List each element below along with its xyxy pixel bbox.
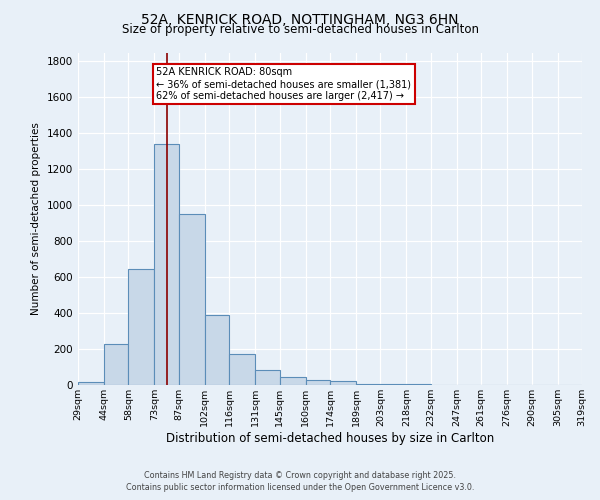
Bar bbox=[128, 269, 154, 385]
Text: Size of property relative to semi-detached houses in Carlton: Size of property relative to semi-detach… bbox=[121, 22, 479, 36]
Bar bbox=[255, 370, 280, 385]
Bar bbox=[406, 384, 431, 385]
Bar bbox=[154, 144, 179, 385]
Bar bbox=[78, 382, 104, 385]
Bar bbox=[356, 384, 380, 385]
Bar bbox=[205, 315, 229, 385]
Bar bbox=[380, 384, 406, 385]
Bar bbox=[104, 344, 128, 385]
Text: Contains HM Land Registry data © Crown copyright and database right 2025.
Contai: Contains HM Land Registry data © Crown c… bbox=[126, 471, 474, 492]
Bar bbox=[330, 382, 356, 385]
Bar bbox=[229, 354, 255, 385]
Bar bbox=[305, 380, 330, 385]
X-axis label: Distribution of semi-detached houses by size in Carlton: Distribution of semi-detached houses by … bbox=[166, 432, 494, 444]
Bar bbox=[179, 214, 205, 385]
Text: 52A KENRICK ROAD: 80sqm
← 36% of semi-detached houses are smaller (1,381)
62% of: 52A KENRICK ROAD: 80sqm ← 36% of semi-de… bbox=[156, 68, 411, 100]
Bar bbox=[280, 376, 305, 385]
Text: 52A, KENRICK ROAD, NOTTINGHAM, NG3 6HN: 52A, KENRICK ROAD, NOTTINGHAM, NG3 6HN bbox=[141, 12, 459, 26]
Y-axis label: Number of semi-detached properties: Number of semi-detached properties bbox=[31, 122, 41, 315]
